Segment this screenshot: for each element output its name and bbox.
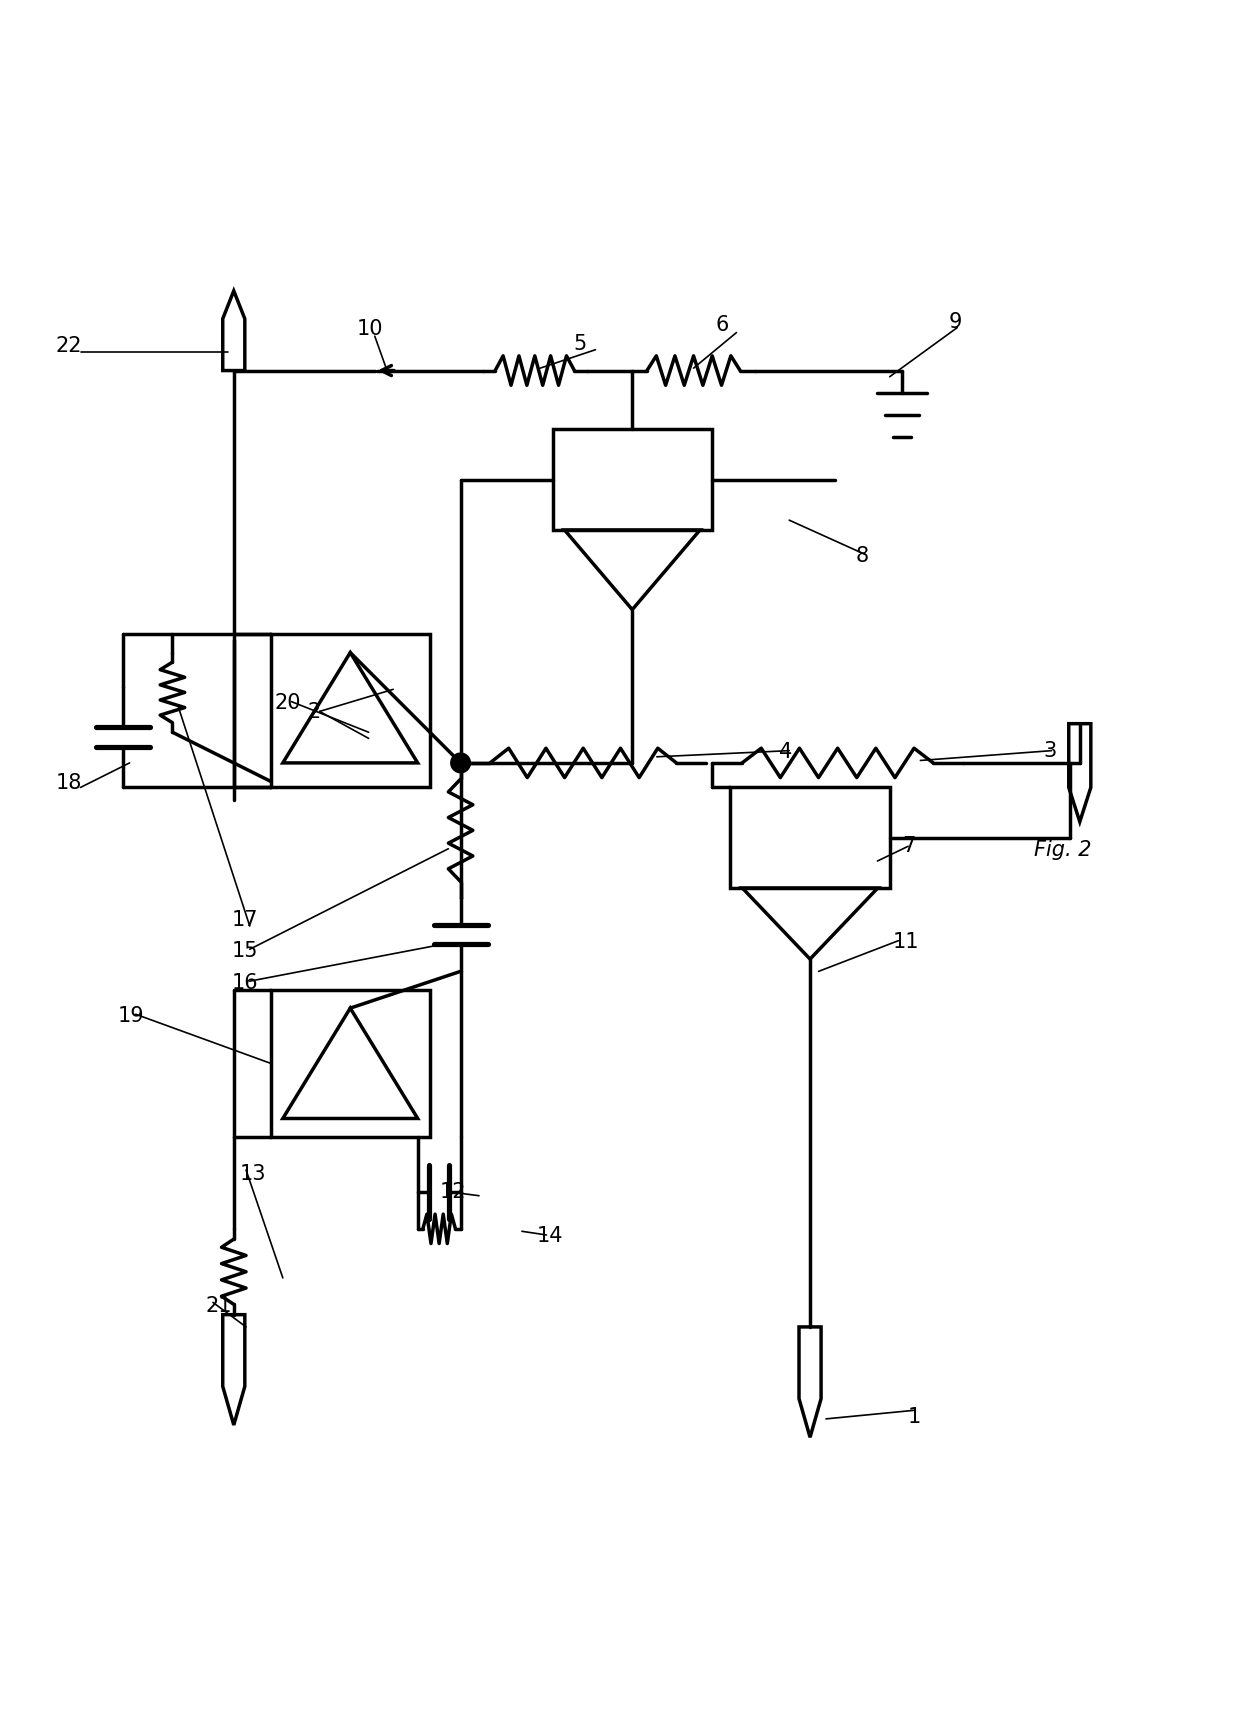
Text: 14: 14 <box>537 1226 563 1247</box>
Text: 12: 12 <box>440 1183 466 1202</box>
Text: 2: 2 <box>308 701 321 722</box>
Text: 15: 15 <box>232 940 258 961</box>
Text: 20: 20 <box>274 692 301 713</box>
Circle shape <box>451 753 470 773</box>
Bar <box>553 429 712 530</box>
Polygon shape <box>1069 723 1091 821</box>
Text: 3: 3 <box>1043 740 1056 761</box>
Text: 1: 1 <box>908 1407 921 1426</box>
Text: 19: 19 <box>118 1006 144 1026</box>
Bar <box>270 634 430 787</box>
Text: 18: 18 <box>56 773 82 792</box>
Text: 9: 9 <box>949 312 962 332</box>
Text: 17: 17 <box>232 909 258 930</box>
Text: 6: 6 <box>715 315 729 336</box>
Text: Fig. 2: Fig. 2 <box>1034 840 1092 861</box>
Polygon shape <box>223 291 244 370</box>
Text: 7: 7 <box>901 837 915 856</box>
Text: 10: 10 <box>356 319 383 339</box>
Text: 13: 13 <box>239 1164 267 1183</box>
Text: 4: 4 <box>780 742 792 763</box>
Bar <box>270 990 430 1137</box>
Text: 21: 21 <box>206 1297 232 1316</box>
Polygon shape <box>799 1328 821 1438</box>
Text: 16: 16 <box>232 973 258 992</box>
Bar <box>730 787 890 889</box>
Text: 11: 11 <box>893 932 919 952</box>
Text: 5: 5 <box>573 334 587 353</box>
Text: 22: 22 <box>56 336 83 356</box>
Text: 8: 8 <box>856 546 868 567</box>
Polygon shape <box>223 1314 244 1426</box>
